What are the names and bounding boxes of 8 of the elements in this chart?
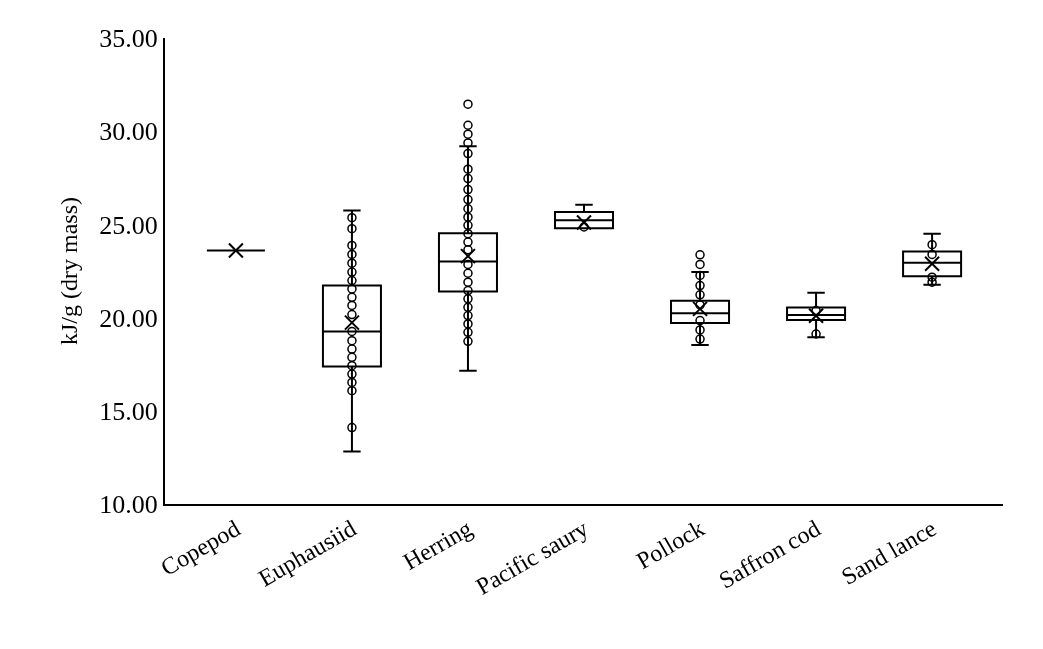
y-tick-label: 35.00 (99, 24, 158, 54)
x-tick-label: Sand lance (836, 515, 941, 590)
y-tick-label: 15.00 (99, 396, 158, 426)
y-tick-label: 20.00 (99, 303, 158, 333)
y-tick-label: 25.00 (99, 210, 158, 240)
y-axis-title: kJ/g (dry mass) (55, 197, 82, 345)
y-tick-label: 30.00 (99, 117, 158, 147)
y-tick-label: 10.00 (99, 490, 158, 520)
